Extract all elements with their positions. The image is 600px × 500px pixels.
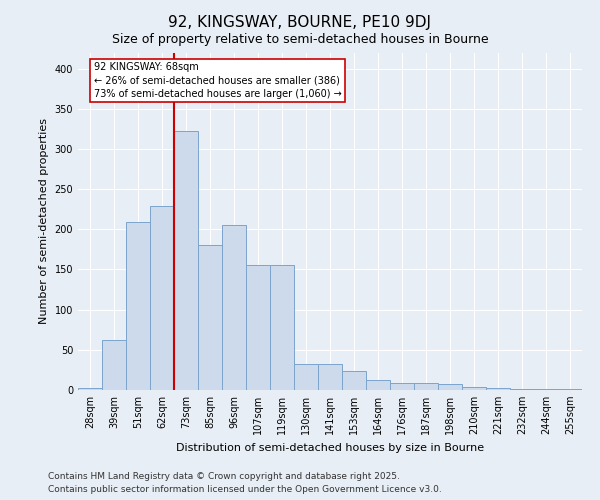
Y-axis label: Number of semi-detached properties: Number of semi-detached properties bbox=[39, 118, 49, 324]
Bar bbox=[174, 131, 198, 390]
Bar bbox=[318, 364, 342, 390]
Bar bbox=[510, 389, 534, 390]
Bar bbox=[150, 206, 174, 390]
Bar bbox=[438, 384, 462, 390]
Bar bbox=[462, 387, 486, 390]
Bar bbox=[366, 380, 390, 390]
Bar bbox=[414, 383, 438, 390]
Bar bbox=[390, 383, 414, 390]
Bar bbox=[102, 340, 126, 390]
Text: Contains HM Land Registry data © Crown copyright and database right 2025.
Contai: Contains HM Land Registry data © Crown c… bbox=[48, 472, 442, 494]
Bar bbox=[126, 222, 150, 390]
Bar bbox=[78, 388, 102, 390]
Bar bbox=[558, 389, 582, 390]
Text: 92 KINGSWAY: 68sqm
← 26% of semi-detached houses are smaller (386)
73% of semi-d: 92 KINGSWAY: 68sqm ← 26% of semi-detache… bbox=[94, 62, 341, 98]
Bar bbox=[246, 264, 270, 390]
Bar bbox=[294, 364, 318, 390]
Text: 92, KINGSWAY, BOURNE, PE10 9DJ: 92, KINGSWAY, BOURNE, PE10 9DJ bbox=[169, 15, 431, 30]
Bar bbox=[222, 226, 246, 390]
Bar bbox=[342, 370, 366, 390]
Text: Size of property relative to semi-detached houses in Bourne: Size of property relative to semi-detach… bbox=[112, 32, 488, 46]
Bar bbox=[198, 246, 222, 390]
Bar bbox=[486, 388, 510, 390]
X-axis label: Distribution of semi-detached houses by size in Bourne: Distribution of semi-detached houses by … bbox=[176, 442, 484, 452]
Bar bbox=[270, 264, 294, 390]
Bar bbox=[534, 389, 558, 390]
